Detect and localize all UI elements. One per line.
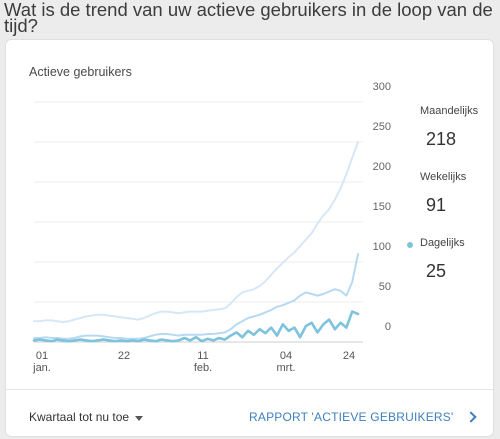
- period-dropdown[interactable]: Kwartaal tot nu toe: [29, 410, 144, 424]
- x-tick-label: 22: [118, 350, 130, 362]
- period-dropdown-label: Kwartaal tot nu toe: [29, 410, 130, 424]
- y-tick-label: 150: [373, 201, 391, 213]
- x-tick-label: 24: [343, 350, 355, 362]
- y-tick-label: 250: [373, 121, 391, 133]
- y-tick-label: 200: [373, 161, 391, 173]
- question-heading: Wat is de trend van uw actieve gebruiker…: [4, 0, 493, 36]
- series-line-wekelijks: [33, 253, 359, 340]
- series-line-dagelijks: [32, 310, 360, 343]
- legend-dot: [407, 242, 413, 248]
- x-tick-label: 01: [36, 350, 48, 362]
- y-tick-label: 100: [373, 241, 391, 253]
- chevron-right-icon: [465, 411, 478, 423]
- legend-value: 91: [426, 195, 447, 215]
- x-tick-sublabel: mrt.: [277, 362, 296, 374]
- y-tick-label: 300: [373, 81, 391, 93]
- legend-value: 25: [426, 261, 447, 281]
- caret-down-icon: [135, 415, 144, 421]
- footer-divider: [6, 389, 493, 390]
- x-tick-label: 11: [197, 350, 208, 362]
- series-line-maandelijks: [33, 141, 359, 323]
- report-link-label: RAPPORT 'ACTIEVE GEBRUIKERS': [249, 410, 454, 424]
- legend-value: 218: [426, 129, 457, 149]
- active-users-card: Actieve gebruikers 0 50 100 150 200 250 300 01 j…: [5, 39, 494, 437]
- y-tick-label: 50: [379, 281, 391, 293]
- x-tick-label: 04: [280, 350, 292, 362]
- legend-label: Dagelijks: [420, 237, 465, 249]
- legend-label: Maandelijks: [420, 105, 479, 117]
- x-tick-sublabel: jan.: [32, 362, 51, 374]
- x-tick-sublabel: feb.: [194, 362, 212, 374]
- legend-label: Wekelijks: [420, 171, 467, 183]
- card-title: Actieve gebruikers: [29, 65, 132, 79]
- y-tick-label: 0: [385, 321, 391, 333]
- active-users-report-link[interactable]: RAPPORT 'ACTIEVE GEBRUIKERS': [249, 410, 478, 424]
